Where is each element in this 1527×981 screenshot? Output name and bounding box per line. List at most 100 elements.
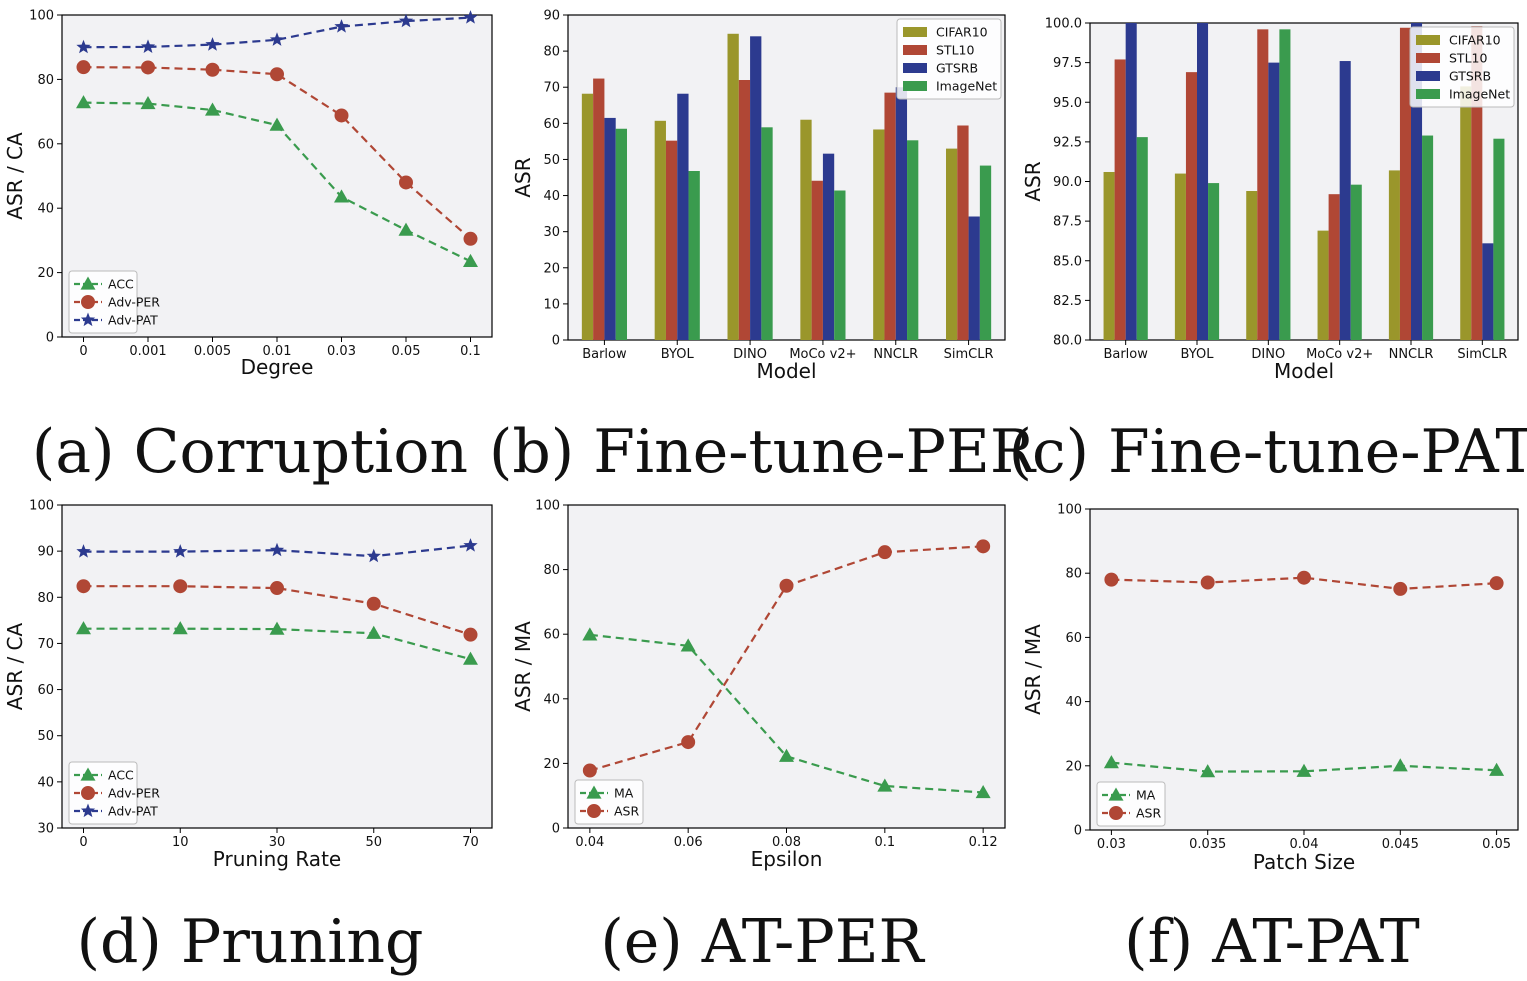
subfigure-caption: (e) AT-PER <box>600 907 925 977</box>
x-tick-label: Barlow <box>1103 347 1148 362</box>
bar-cifar10 <box>946 148 958 340</box>
legend-swatch <box>1416 71 1440 81</box>
x-tick-label: DINO <box>733 347 767 362</box>
y-tick-label: 82.5 <box>1053 294 1082 309</box>
point-adv-pat <box>398 13 414 28</box>
chart-c: 80.0 82.5 85.0 87.5 90.0 92.5 95.0 97.5 100.0 Bar… <box>1009 17 1527 488</box>
point-asr <box>976 539 991 554</box>
bar-imagenet <box>688 171 700 340</box>
bar-stl10 <box>665 140 678 340</box>
x-tick-label: NNCLR <box>1389 347 1434 362</box>
y-tick-label: 100.0 <box>1045 17 1082 32</box>
bar-cifar10 <box>873 129 885 340</box>
legend-marker <box>1108 787 1124 801</box>
y-tick-label: 30 <box>543 225 560 240</box>
series-line-ma <box>589 633 984 794</box>
point-acc <box>269 117 285 131</box>
legend-swatch <box>1416 89 1440 99</box>
chart-f: 0 20 40 60 80 100 0.03 0.035 0.04 0.045 0.05 Patch … <box>1021 503 1519 977</box>
bar-stl10 <box>738 80 751 340</box>
bar-cifar10 <box>1388 170 1400 340</box>
y-tick-label: 87.5 <box>1053 215 1082 230</box>
x-tick-label: 0.045 <box>1382 837 1419 852</box>
legend-marker <box>80 767 96 781</box>
point-adv-pat <box>140 39 156 53</box>
bar-stl10 <box>1114 59 1126 341</box>
point-acc <box>398 222 414 236</box>
x-tick-label: MoCo v2+ <box>1306 347 1373 362</box>
x-tick-label: 10 <box>172 835 189 850</box>
y-tick-label: 80 <box>543 563 560 578</box>
y-tick-label: 90 <box>37 545 54 560</box>
y-tick-label: 80 <box>37 591 54 606</box>
legend-marker <box>587 804 601 818</box>
y-tick-label: 80 <box>1065 567 1082 582</box>
point-ma <box>1103 755 1119 769</box>
point-ma <box>779 748 794 762</box>
point-acc <box>366 625 382 639</box>
legend-swatch <box>903 45 927 55</box>
y-tick-label: 92.5 <box>1053 135 1082 150</box>
y-tick-label: 40 <box>37 202 54 217</box>
point-acc <box>463 253 478 267</box>
bar-gtsrb <box>1482 243 1494 340</box>
y-tick-label: 0 <box>552 334 560 349</box>
bar-cifar10 <box>654 120 666 340</box>
bar-imagenet <box>1279 29 1291 341</box>
x-tick-label: SimCLR <box>1457 347 1507 362</box>
x-tick-label: 30 <box>269 835 286 850</box>
y-axis-label: ASR / CA <box>3 132 27 220</box>
bar-stl10 <box>1471 26 1483 340</box>
chart-a: 0 20 40 60 80 100 0 0.001 0.005 0.01 0.03 0.05 0.1 De… <box>3 9 493 487</box>
y-tick-label: 80 <box>37 73 54 88</box>
point-asr <box>1489 576 1504 591</box>
bar-gtsrb <box>968 216 980 340</box>
legend-label: Adv-PAT <box>108 804 158 819</box>
bar-cifar10 <box>581 93 594 340</box>
point-ma <box>877 778 893 792</box>
y-tick-label: 70 <box>543 81 560 96</box>
y-tick-label: 20 <box>37 266 54 281</box>
series-line-adv-per <box>83 585 471 636</box>
legend-marker <box>80 312 96 327</box>
legend-label: ACC <box>108 277 134 292</box>
bar-cifar10 <box>1460 86 1472 341</box>
legend-label: MA <box>1136 788 1156 803</box>
chart-d: 30 40 50 60 70 80 90 100 0 10 30 50 70 Pruning Rate AS… <box>3 499 493 977</box>
x-tick-label: BYOL <box>1181 347 1215 362</box>
point-acc <box>205 102 220 116</box>
x-axis-label: Patch Size <box>1253 850 1355 874</box>
point-adv-per <box>205 62 220 77</box>
x-tick-label: 0.1 <box>874 835 895 850</box>
y-tick-label: 100 <box>535 499 560 514</box>
y-axis-label: ASR <box>1021 161 1045 201</box>
point-adv-pat <box>173 544 188 558</box>
bar-imagenet <box>761 127 773 340</box>
y-tick-label: 20 <box>1065 759 1082 774</box>
y-tick-label: 60 <box>37 137 54 152</box>
x-axis-label: Epsilon <box>751 847 823 871</box>
point-adv-pat <box>269 32 285 46</box>
legend-label: GTSRB <box>936 61 978 76</box>
y-tick-label: 90.0 <box>1053 175 1082 190</box>
point-asr <box>1393 581 1408 596</box>
y-axis-label: ASR / CA <box>3 622 27 710</box>
point-ma <box>1489 762 1505 776</box>
bar-imagenet <box>907 140 919 340</box>
x-axis-label: Pruning Rate <box>213 847 341 871</box>
x-tick-label: 0.1 <box>460 344 481 359</box>
bar-stl10 <box>957 125 969 340</box>
y-tick-label: 40 <box>1065 695 1082 710</box>
point-asr <box>1104 572 1119 587</box>
bar-gtsrb <box>1268 62 1280 340</box>
point-adv-pat <box>334 19 349 33</box>
bar-imagenet <box>1422 135 1434 340</box>
x-tick-label: 0.001 <box>129 344 166 359</box>
bar-stl10 <box>593 78 605 341</box>
point-adv-pat <box>269 542 285 557</box>
y-tick-label: 100 <box>29 499 54 514</box>
y-tick-label: 100 <box>1057 503 1082 518</box>
x-tick-label: 0.035 <box>1189 837 1226 852</box>
legend-label: STL10 <box>936 43 974 58</box>
point-acc <box>76 621 91 635</box>
